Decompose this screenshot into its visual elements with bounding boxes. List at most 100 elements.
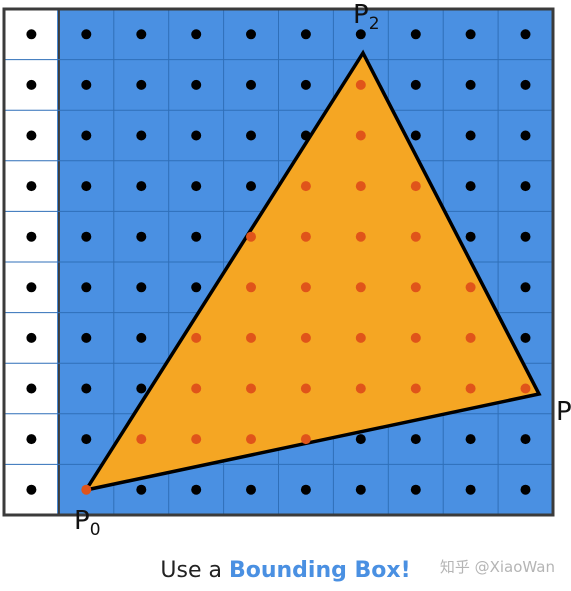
sample-point	[191, 484, 202, 495]
sample-point	[136, 332, 147, 343]
sample-point	[26, 434, 37, 445]
sample-point-covered	[300, 332, 311, 343]
sample-point	[465, 130, 476, 141]
sample-point-covered	[300, 181, 311, 192]
sample-point	[410, 484, 421, 495]
sample-point-covered	[410, 332, 421, 343]
sample-point-covered	[136, 434, 147, 445]
sample-point	[300, 484, 311, 495]
sample-points	[26, 29, 531, 495]
sample-point	[246, 29, 256, 40]
sample-point	[355, 434, 366, 445]
sample-point	[81, 282, 92, 293]
sample-point-covered	[246, 282, 256, 293]
sample-point-covered	[246, 434, 256, 445]
sample-point	[300, 79, 311, 90]
sample-point	[26, 231, 37, 242]
sample-point-covered	[355, 332, 366, 343]
sample-point	[465, 181, 476, 192]
sample-point	[191, 181, 202, 192]
sample-point-covered	[410, 383, 421, 394]
sample-point	[246, 130, 256, 141]
sample-point	[520, 282, 531, 293]
sample-point	[465, 29, 476, 40]
sample-point	[520, 79, 531, 90]
sample-point	[520, 434, 531, 445]
sample-point-covered	[355, 282, 366, 293]
sample-point-covered	[465, 332, 476, 343]
grid-border	[2, 7, 555, 517]
vertex-label-p0: P0	[74, 506, 101, 540]
sample-point	[246, 79, 256, 90]
sample-point	[136, 231, 147, 242]
sample-point	[300, 130, 311, 141]
sample-point	[465, 79, 476, 90]
sample-point-covered	[300, 231, 311, 242]
sample-point-covered	[355, 130, 366, 141]
sample-point	[191, 282, 202, 293]
sample-point	[26, 130, 37, 141]
sample-point	[410, 79, 421, 90]
sample-point	[355, 29, 366, 40]
sample-point	[26, 484, 37, 495]
sample-point	[300, 29, 311, 40]
sample-point-covered	[246, 332, 256, 343]
watermark: 知乎 @XiaoWan	[439, 558, 555, 576]
sample-point	[465, 484, 476, 495]
sample-point-covered	[300, 383, 311, 394]
sample-point	[410, 29, 421, 40]
sample-point-covered	[355, 383, 366, 394]
sample-point-covered	[191, 434, 202, 445]
sample-point-covered	[410, 231, 421, 242]
sample-point	[246, 484, 256, 495]
sample-point	[410, 434, 421, 445]
sample-point-covered	[246, 231, 256, 242]
sample-point	[81, 383, 92, 394]
sample-point	[136, 130, 147, 141]
vertex-label-p2: P2	[353, 0, 380, 34]
sample-point	[26, 383, 37, 394]
sample-point	[136, 79, 147, 90]
sample-point	[26, 282, 37, 293]
sample-point	[26, 332, 37, 343]
sample-point	[520, 484, 531, 495]
sample-point	[520, 130, 531, 141]
sample-point	[136, 29, 147, 40]
vertex-label-p1: P1	[556, 397, 571, 427]
sample-point	[465, 231, 476, 242]
sample-point	[246, 181, 256, 192]
sample-point-covered	[81, 484, 92, 495]
sample-point-covered	[300, 282, 311, 293]
sample-point-covered	[520, 383, 531, 394]
sample-point-covered	[410, 282, 421, 293]
sample-point	[81, 130, 92, 141]
sample-point-covered	[465, 383, 476, 394]
sample-point	[520, 29, 531, 40]
sample-point	[81, 434, 92, 445]
sample-point-covered	[465, 282, 476, 293]
sample-point	[465, 434, 476, 445]
sample-point	[136, 383, 147, 394]
sample-point	[26, 181, 37, 192]
triangle	[82, 49, 542, 493]
sample-point	[191, 79, 202, 90]
sample-point	[26, 79, 37, 90]
sample-point	[136, 484, 147, 495]
caption-prefix: Use a	[160, 558, 229, 583]
sample-point	[191, 231, 202, 242]
sample-point	[191, 29, 202, 40]
sample-point	[520, 332, 531, 343]
sample-point	[81, 79, 92, 90]
sample-point	[410, 130, 421, 141]
sample-point	[26, 29, 37, 40]
sample-point-covered	[191, 332, 202, 343]
sample-point-covered	[355, 79, 366, 90]
sample-point-covered	[191, 383, 202, 394]
sample-point-covered	[355, 231, 366, 242]
sample-point-covered	[300, 434, 311, 445]
sample-point	[81, 181, 92, 192]
sample-point	[81, 29, 92, 40]
sample-point	[136, 181, 147, 192]
caption: Use a Bounding Box!	[0, 558, 571, 583]
